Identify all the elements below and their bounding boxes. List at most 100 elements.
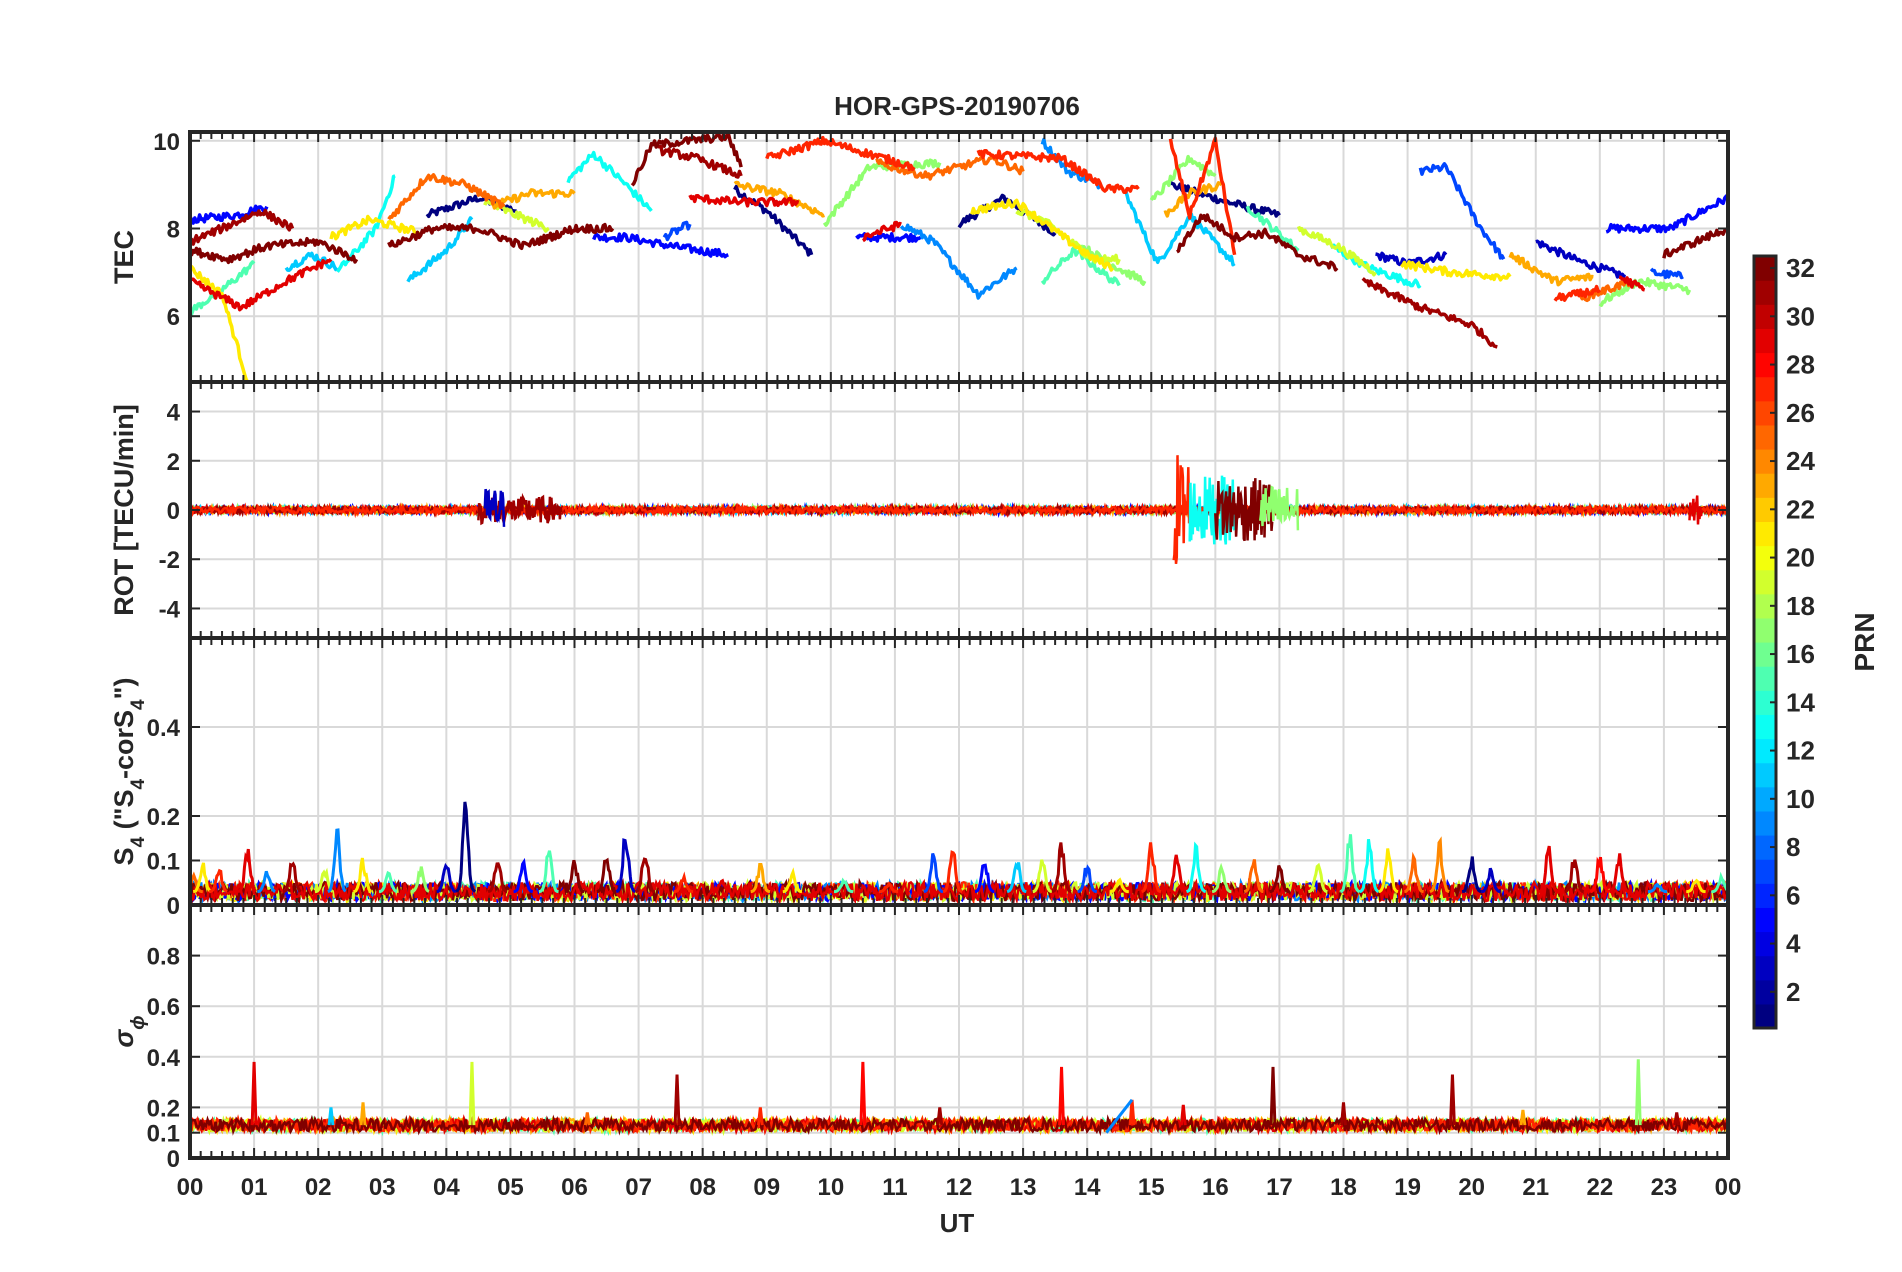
s4-spike-prn-25 bbox=[1404, 851, 1424, 894]
colorbar-tick-label: 18 bbox=[1786, 591, 1815, 621]
y-tick-label: 6 bbox=[167, 304, 180, 331]
s4-spike-prn-17 bbox=[410, 866, 430, 894]
s4-spike-prn-1 bbox=[455, 801, 476, 893]
colorbar-tick-label: 12 bbox=[1786, 736, 1815, 766]
colorbar-tick-label: 30 bbox=[1786, 301, 1815, 331]
colorbar-swatch bbox=[1754, 280, 1776, 305]
data-layer bbox=[190, 132, 1728, 382]
tec-series-prn-25 bbox=[1579, 277, 1634, 303]
rot-disturbance-prn-31 bbox=[477, 492, 563, 526]
tec-series-prn-32 bbox=[1662, 227, 1728, 259]
x-tick-labels: 00 01 02 03 04 05 06 07 08 09 10 11 12 13 14 15 16 17 18 19… bbox=[177, 1174, 1742, 1201]
s4-spike-prn-3 bbox=[1481, 867, 1501, 894]
y-tick-label: 0 bbox=[167, 498, 180, 525]
x-tick-label: 08 bbox=[689, 1174, 716, 1201]
y-axis-label-part: 4 bbox=[128, 836, 149, 847]
colorbar-tick-label: 8 bbox=[1786, 832, 1800, 862]
s4-spike-prn-11 bbox=[1006, 861, 1027, 894]
colorbar-swatch bbox=[1754, 666, 1776, 691]
colorbar-swatch bbox=[1754, 473, 1776, 498]
s4-spike-prn-13 bbox=[1359, 838, 1380, 893]
x-tick-label: 04 bbox=[433, 1174, 460, 1201]
colorbar-tick-label: 24 bbox=[1786, 446, 1815, 476]
tec-series-prn-29 bbox=[1618, 275, 1646, 292]
s4-spike-prn-29 bbox=[1166, 854, 1187, 894]
tec-series-prn-1 bbox=[957, 193, 1057, 237]
tec-series-prn-15 bbox=[1245, 205, 1300, 252]
rot-disturbance-prn-29 bbox=[1688, 495, 1704, 525]
x-tick-label: 17 bbox=[1266, 1174, 1293, 1201]
colorbar-swatch bbox=[1754, 497, 1776, 522]
y-axis-label-part: 4 bbox=[128, 699, 149, 710]
tec-series-prn-7 bbox=[662, 220, 692, 242]
tec-series-prn-21 bbox=[329, 214, 422, 241]
x-tick-label: 18 bbox=[1330, 1174, 1357, 1201]
x-tick-label: 11 bbox=[882, 1174, 907, 1201]
colorbar-tick-label: 4 bbox=[1786, 929, 1801, 959]
tec-series-prn-21 bbox=[1400, 260, 1512, 282]
y-tick-label: -2 bbox=[159, 547, 180, 574]
x-tick-label: 21 bbox=[1522, 1174, 1549, 1201]
s4-spike-prn-27 bbox=[878, 881, 899, 894]
x-tick-label: 14 bbox=[1074, 1174, 1101, 1201]
sigma-spike-prn-23 bbox=[1519, 1109, 1527, 1126]
colorbar-label: PRN bbox=[1849, 612, 1880, 671]
colorbar-swatch bbox=[1754, 256, 1776, 281]
tec-series-prn-7 bbox=[1418, 162, 1506, 260]
colorbar-swatch bbox=[1754, 642, 1776, 667]
y-axis-label-part: S bbox=[109, 847, 139, 865]
tec-series-prn-27 bbox=[1553, 284, 1602, 302]
s4-spike-prn-5 bbox=[974, 863, 995, 894]
tec-series-prn-23 bbox=[490, 188, 576, 210]
y-tick-label: 0.2 bbox=[147, 1095, 180, 1122]
sigma-spike-prn-19 bbox=[468, 1061, 476, 1126]
colorbar-tick-label: 28 bbox=[1786, 350, 1815, 380]
s4-spike-prn-21 bbox=[782, 867, 803, 894]
y-tick-label: 10 bbox=[153, 129, 180, 156]
x-axis-label: UT bbox=[940, 1208, 975, 1238]
s4-spike-prn-28 bbox=[1589, 856, 1610, 894]
y-axis-label: TEC bbox=[109, 230, 139, 284]
s4-spike-prn-27 bbox=[673, 871, 694, 894]
s4-spike-prn-29 bbox=[712, 878, 732, 894]
s4-spike-prn-24 bbox=[1429, 836, 1450, 894]
s4-spike-prn-23 bbox=[750, 863, 771, 894]
colorbar-tick-label: 22 bbox=[1786, 494, 1815, 524]
panel-s4: 00.10.20.4S4 ("S4-corS4") bbox=[109, 636, 1730, 920]
s4-spike-prn-25 bbox=[190, 871, 203, 894]
s4-spike-prn-31 bbox=[282, 861, 302, 894]
colorbar-swatch bbox=[1754, 979, 1776, 1005]
s4-spike-prn-3 bbox=[436, 862, 457, 894]
tec-series-prn-29 bbox=[688, 193, 800, 208]
s4-spike-prn-31 bbox=[635, 857, 655, 894]
sigma-spike-prn-31 bbox=[1449, 1074, 1456, 1126]
y-tick-label: 0.1 bbox=[147, 1121, 180, 1148]
tec-series-prn-21 bbox=[190, 264, 250, 382]
s4-spike-prn-15 bbox=[378, 870, 398, 894]
colorbar-swatch bbox=[1754, 883, 1776, 908]
tec-series-prn-13 bbox=[335, 174, 396, 273]
s4-spike-prn-1 bbox=[1461, 856, 1482, 894]
s4-spike-prn-9 bbox=[327, 828, 347, 893]
tec-series-prn-17 bbox=[1598, 277, 1692, 307]
x-tick-label: 13 bbox=[1010, 1174, 1037, 1201]
panel-tec: 6 8 10 TEC bbox=[109, 129, 1730, 384]
s4-spike-prn-29 bbox=[237, 848, 257, 894]
s4-spike-prn-5 bbox=[513, 857, 534, 894]
s4-spike-prn-21 bbox=[1109, 877, 1129, 894]
colorbar-tick-label: 14 bbox=[1786, 687, 1815, 717]
x-tick-label: 20 bbox=[1458, 1174, 1485, 1201]
tec-series-prn-27 bbox=[1168, 136, 1237, 256]
tec-series-prn-32 bbox=[190, 236, 359, 265]
colorbar-swatch bbox=[1754, 424, 1776, 450]
sigma-spike-prn-28 bbox=[859, 1061, 867, 1126]
tec-series-prn-25 bbox=[387, 173, 506, 221]
colorbar-swatch bbox=[1754, 738, 1776, 764]
colorbar-tick-label: 32 bbox=[1786, 253, 1815, 283]
tec-series-prn-23 bbox=[1508, 251, 1594, 287]
tec-series-prn-32 bbox=[1176, 213, 1339, 272]
tec-series-prn-19 bbox=[1296, 225, 1377, 277]
colorbar-swatch bbox=[1754, 352, 1776, 378]
sigma-spike-prn-31 bbox=[936, 1107, 944, 1126]
